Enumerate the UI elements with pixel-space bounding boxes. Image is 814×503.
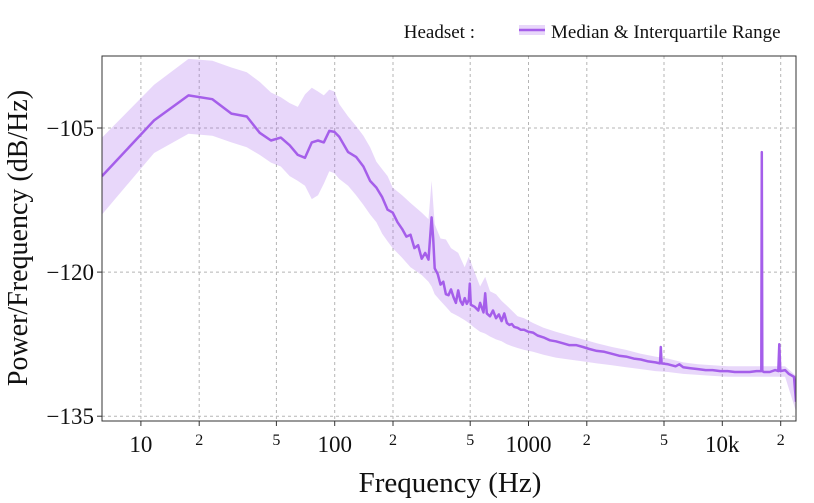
legend: Headset : Median & Interquartile Range: [404, 22, 781, 43]
grid-lines: [102, 56, 796, 421]
x-tick-label: 2: [777, 432, 785, 449]
x-tick-label: 5: [466, 432, 474, 449]
median-line-layer: [102, 94, 796, 402]
interquartile-band-layer: [102, 58, 796, 412]
x-tick-label: 5: [272, 432, 280, 449]
y-tick-label: −135: [47, 404, 94, 429]
x-tick-label: 10k: [705, 432, 740, 457]
x-tick-label: 2: [389, 432, 397, 449]
legend-prefix: Headset :: [404, 22, 475, 43]
y-tick-label: −105: [47, 116, 94, 141]
y-axis-ticks: −105 −120 −135: [47, 116, 102, 429]
x-axis-label: Frequency (Hz): [359, 467, 542, 499]
median-line: [102, 94, 796, 402]
x-tick-label: 5: [660, 432, 668, 449]
legend-label: Median & Interquartile Range: [551, 22, 781, 43]
plot-frame: [101, 55, 797, 422]
x-tick-label: 100: [317, 432, 352, 457]
y-tick-label: −120: [47, 260, 94, 285]
y-axis-label: Power/Frequency (dB/Hz): [3, 90, 34, 386]
x-axis-ticks: 10 2 5 100 2 5 1000 2 5 10k 2: [129, 421, 785, 457]
x-tick-label: 10: [129, 432, 152, 457]
x-tick-label: 2: [195, 432, 203, 449]
x-tick-label: 1000: [506, 432, 552, 457]
interquartile-band: [102, 58, 796, 412]
x-tick-label: 2: [583, 432, 591, 449]
